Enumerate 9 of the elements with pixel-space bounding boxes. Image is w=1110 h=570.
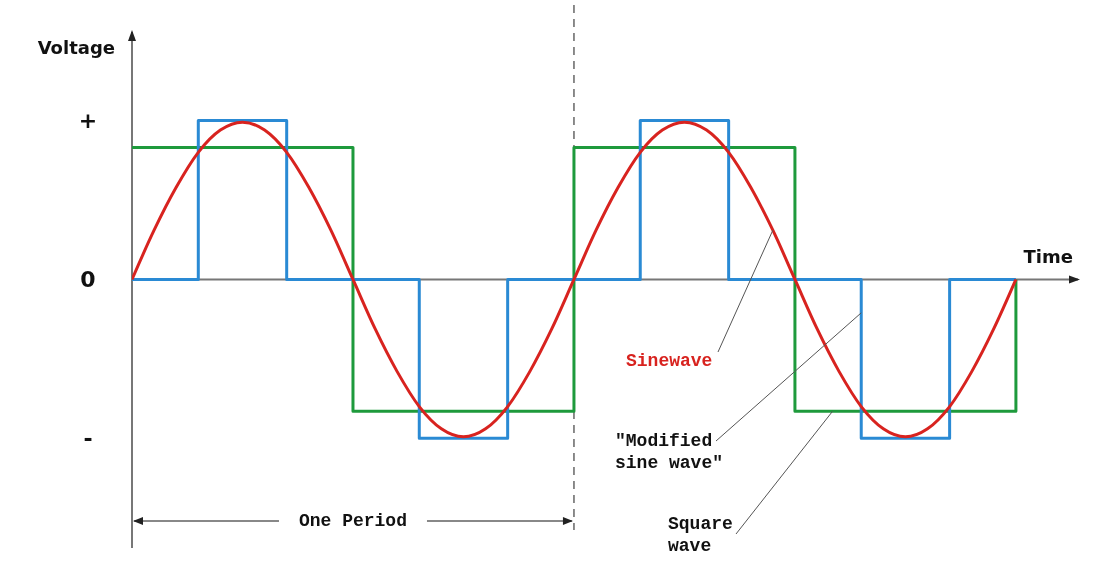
text: + — [78, 108, 98, 134]
text: 0 — [80, 266, 96, 292]
x-axis-title: Time — [1023, 246, 1073, 268]
text: One Period — [298, 511, 407, 531]
text: Sinewave — [626, 351, 713, 371]
text: - — [83, 425, 93, 451]
text: Square wave — [668, 514, 733, 556]
y-axis-title: Voltage — [37, 37, 115, 58]
text: "Modified sine wave" — [615, 431, 724, 473]
